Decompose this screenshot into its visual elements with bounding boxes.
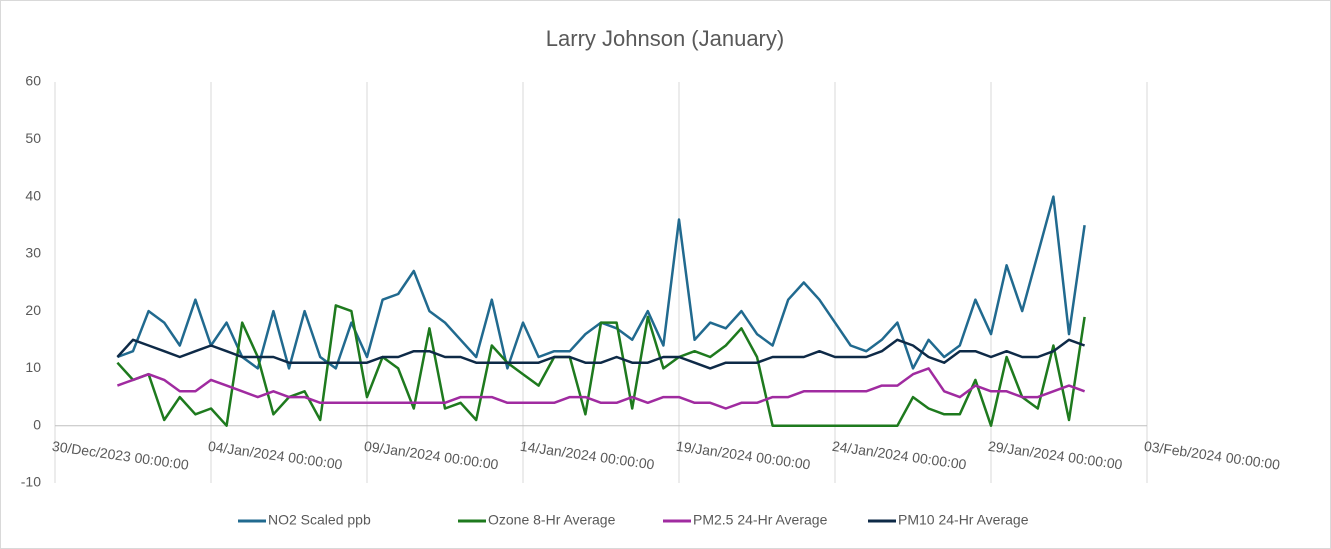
series-line <box>116 304 1086 427</box>
legend-label: PM10 24-Hr Average <box>898 512 1029 528</box>
legend-label: Ozone 8-Hr Average <box>488 512 616 528</box>
y-tick-label: 40 <box>25 187 41 203</box>
y-tick-label: 20 <box>25 302 41 318</box>
legend-label: PM2.5 24-Hr Average <box>693 512 828 528</box>
y-tick-label: 50 <box>25 130 41 146</box>
chart-title: Larry Johnson (January) <box>546 26 784 51</box>
y-tick-label: 30 <box>25 245 41 261</box>
series-line <box>116 338 1086 370</box>
legend-label: NO2 Scaled ppb <box>268 512 371 528</box>
y-tick-label: 10 <box>25 359 41 375</box>
y-tick-label: -10 <box>21 474 41 490</box>
y-tick-label: 0 <box>33 416 41 432</box>
series-line <box>116 367 1086 410</box>
y-tick-label: 60 <box>25 73 41 89</box>
